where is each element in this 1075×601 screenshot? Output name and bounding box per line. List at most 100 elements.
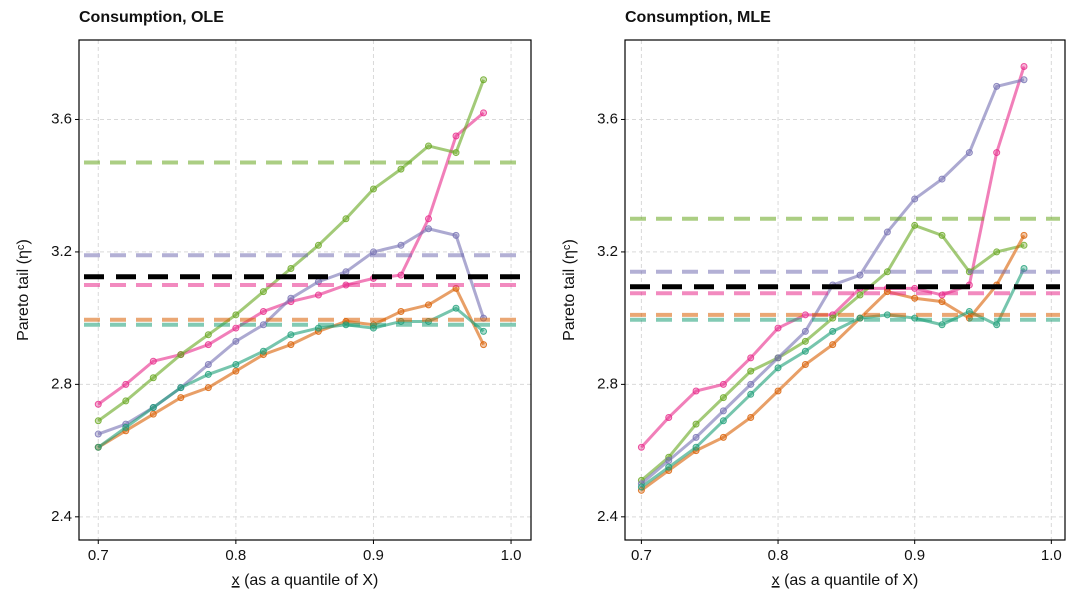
series-point [480, 327, 488, 335]
series-point [480, 76, 488, 84]
series-point [911, 195, 919, 203]
series-point [342, 215, 350, 223]
x-tick-label: 0.9 [363, 547, 384, 564]
series-point [801, 361, 809, 369]
series-point [1020, 241, 1028, 249]
series-point [424, 301, 432, 309]
series-point [719, 407, 727, 415]
series-point [665, 457, 673, 465]
series-point [801, 311, 809, 319]
series-point [829, 341, 837, 349]
series-point [1020, 62, 1028, 70]
series-point [397, 271, 405, 279]
y-tick-label: 3.6 [51, 110, 72, 127]
series-line [97, 79, 485, 423]
series-point [911, 221, 919, 229]
series-point [452, 149, 460, 157]
series-point [424, 225, 432, 233]
series-point [774, 364, 782, 372]
series-point [204, 370, 212, 378]
series-line [640, 223, 1025, 482]
series-point [774, 324, 782, 332]
series-point [259, 308, 267, 316]
series-point [856, 291, 864, 299]
y-tick-label: 2.8 [597, 375, 618, 392]
y-axis-label: Pareto tail (ηᶜ) [561, 239, 578, 341]
series-point [314, 291, 322, 299]
series-point [774, 354, 782, 362]
x-tick-label: 0.7 [631, 547, 652, 564]
series-point [719, 394, 727, 402]
x-axis-label-text: (as a quantile of X) [784, 572, 918, 589]
plot-frame [78, 39, 532, 541]
series-point [424, 215, 432, 223]
series-point [204, 341, 212, 349]
series-point [287, 341, 295, 349]
series-point [719, 380, 727, 388]
x-axis-label-var: x [232, 572, 240, 589]
y-tick-label: 2.4 [51, 508, 72, 525]
series-point [637, 443, 645, 451]
y-tick-label: 3.6 [597, 110, 618, 127]
series-point [259, 347, 267, 355]
series-point [692, 387, 700, 395]
series-line [97, 306, 485, 449]
series-point [883, 228, 891, 236]
y-tick-label: 2.8 [51, 375, 72, 392]
series-point [122, 380, 130, 388]
series-point [94, 443, 102, 451]
series-point [993, 149, 1001, 157]
series-point [424, 142, 432, 150]
series-point [480, 109, 488, 117]
series-point [801, 337, 809, 345]
series-point [747, 380, 755, 388]
series-point [259, 288, 267, 296]
series-point [232, 324, 240, 332]
series-point [993, 248, 1001, 256]
series-point [801, 347, 809, 355]
series-point [829, 327, 837, 335]
series-point [204, 331, 212, 339]
x-tick-label: 0.8 [225, 547, 246, 564]
series-point [122, 397, 130, 405]
series-point [397, 241, 405, 249]
x-tick-label: 0.9 [904, 547, 925, 564]
series-point [911, 294, 919, 302]
series-point [1020, 76, 1028, 84]
series-point [287, 294, 295, 302]
series-point [993, 321, 1001, 329]
series-point [397, 165, 405, 173]
series-point [397, 308, 405, 316]
series-point [774, 387, 782, 395]
panel-title: Consumption, MLE [625, 9, 771, 26]
series-point [122, 423, 130, 431]
x-axis-label-text: (as a quantile of X) [244, 572, 378, 589]
series-point [94, 400, 102, 408]
y-axis-label: Pareto tail (ηᶜ) [15, 239, 32, 341]
series-point [665, 413, 673, 421]
series-line [640, 267, 1026, 489]
series-line [640, 234, 1026, 492]
x-tick-label: 1.0 [501, 547, 522, 564]
x-axis-label-var: x [772, 572, 780, 589]
x-axis-label: x (as a quantile of X) [772, 572, 919, 589]
series-point [342, 268, 350, 276]
series-point [829, 314, 837, 322]
series-point [747, 354, 755, 362]
series-point [232, 367, 240, 375]
series-point [938, 231, 946, 239]
series-point [287, 264, 295, 272]
series-point [480, 341, 488, 349]
series-point [747, 390, 755, 398]
series-point [369, 185, 377, 193]
series-point [883, 288, 891, 296]
series-point [692, 420, 700, 428]
series-point [149, 374, 157, 382]
series-point [204, 384, 212, 392]
x-tick-label: 0.8 [768, 547, 789, 564]
series-point [719, 417, 727, 425]
series-point [287, 331, 295, 339]
series-point [94, 417, 102, 425]
series-point [856, 314, 864, 322]
